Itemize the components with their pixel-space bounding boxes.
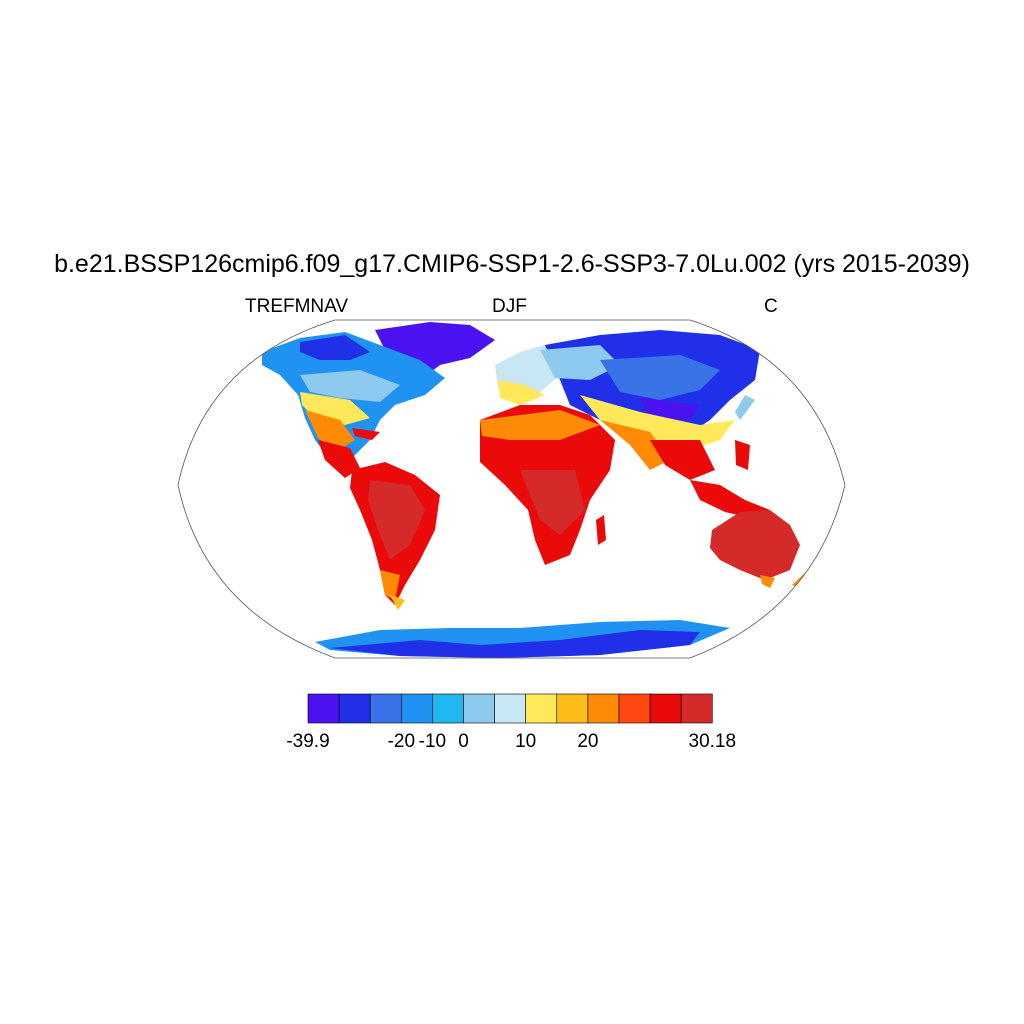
colorbar-swatch	[618, 693, 651, 724]
map-title: b.e21.BSSP126cmip6.f09_g17.CMIP6-SSP1-2.…	[54, 250, 970, 278]
land-temperature-field	[262, 322, 822, 658]
colorbar-tick-label: 20	[577, 731, 599, 752]
colorbar-tick-label: 30.18	[688, 731, 737, 752]
colorbar-swatch	[307, 693, 340, 724]
colorbar-swatch	[338, 693, 371, 724]
colorbar-swatch	[525, 693, 558, 724]
season-label: DJF	[492, 296, 527, 317]
colorbar-tick-label: -39.9	[286, 731, 330, 752]
map-outline	[177, 319, 846, 659]
colorbar-swatch	[369, 693, 402, 724]
colorbar-tick-label: 0	[458, 731, 469, 752]
colorbar-swatch	[649, 693, 682, 724]
variable-label: TREFMNAV	[245, 296, 349, 317]
colorbar-swatch	[494, 693, 527, 724]
australia	[710, 510, 800, 580]
colorbar-tick-label: -20	[387, 731, 416, 752]
colorbar-swatch	[400, 693, 433, 724]
colorbar-tick-label: 10	[515, 731, 537, 752]
colorbar	[307, 693, 713, 724]
colorbar-swatch	[680, 693, 713, 724]
north-america	[262, 332, 445, 470]
colorbar-swatch	[587, 693, 620, 724]
units-label: C	[764, 296, 778, 317]
colorbar-swatch	[556, 693, 589, 724]
colorbar-swatch	[432, 693, 464, 724]
colorbar-tick-label: -10	[418, 731, 447, 752]
colorbar-swatch	[463, 693, 495, 724]
